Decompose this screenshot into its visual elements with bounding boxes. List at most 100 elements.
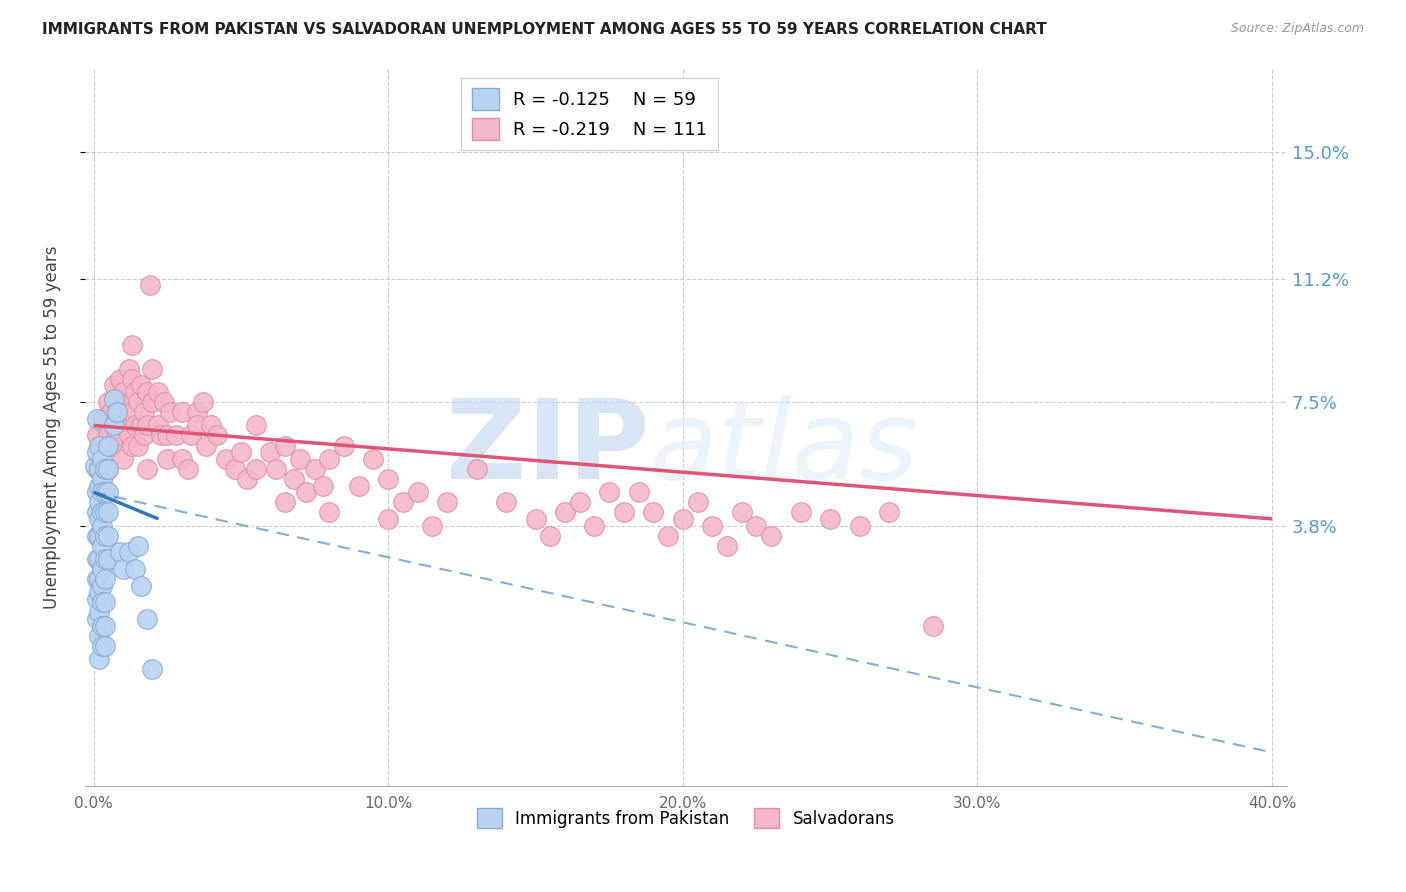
Point [118,361,141,376]
Point [86,505,108,519]
Point [135,462,157,476]
Point [259,445,281,459]
Point [170,451,193,466]
Point [554,505,576,519]
Point [180,428,202,442]
Point [129,579,152,593]
Point [103,378,125,392]
Point [436,495,458,509]
Point [118,428,141,442]
Point [264,462,287,476]
Point [121,405,143,419]
Point [103,418,125,433]
Point [89,552,111,566]
Point [91,579,114,593]
Point [124,385,146,400]
Point [207,428,229,442]
Point [627,485,650,500]
Point [598,485,620,500]
Point [377,472,399,486]
Point [148,418,170,433]
Point [156,451,179,466]
Point [141,395,163,409]
Point [129,378,152,392]
Point [86,462,108,476]
Point [91,505,114,519]
Point [89,652,111,666]
Point [538,528,561,542]
Point [191,395,214,409]
Point [91,539,114,553]
Point [138,278,160,293]
Point [294,485,316,500]
Point [103,392,125,406]
Point [132,405,155,419]
Point [127,395,149,409]
Point [304,462,326,476]
Point [141,361,163,376]
Point [89,629,111,643]
Point [745,518,768,533]
Point [159,405,181,419]
Point [108,372,131,386]
Point [135,418,157,433]
Point [86,612,108,626]
Point [86,485,108,500]
Point [686,495,709,509]
Point [91,518,114,533]
Point [100,405,122,419]
Point [94,552,117,566]
Point [103,418,125,433]
Point [112,562,135,576]
Point [94,639,117,653]
Point [100,438,122,452]
Point [89,438,111,452]
Point [89,451,111,466]
Point [177,462,200,476]
Point [91,472,114,486]
Point [922,618,945,632]
Point [124,418,146,433]
Point [135,385,157,400]
Point [108,405,131,419]
Point [141,662,163,676]
Point [91,639,114,653]
Point [583,518,606,533]
Point [129,418,152,433]
Legend: Immigrants from Pakistan, Salvadorans: Immigrants from Pakistan, Salvadorans [470,801,901,835]
Point [121,372,143,386]
Point [97,462,120,476]
Point [118,395,141,409]
Text: atlas: atlas [650,395,918,502]
Point [94,528,117,542]
Point [495,495,517,509]
Point [89,462,111,476]
Point [91,618,114,632]
Text: ZIP: ZIP [446,395,650,502]
Point [97,395,120,409]
Point [613,505,636,519]
Point [186,405,208,419]
Text: Source: ZipAtlas.com: Source: ZipAtlas.com [1230,22,1364,36]
Point [127,539,149,553]
Point [524,512,547,526]
Point [97,438,120,452]
Point [89,528,111,542]
Point [121,438,143,452]
Point [89,585,111,599]
Point [236,472,259,486]
Point [347,478,370,492]
Point [186,418,208,433]
Point [91,412,114,426]
Point [94,462,117,476]
Point [91,472,114,486]
Point [91,445,114,459]
Point [112,385,135,400]
Point [150,428,173,442]
Point [229,445,252,459]
Point [124,562,146,576]
Point [121,338,143,352]
Point [672,512,695,526]
Point [94,505,117,519]
Point [89,478,111,492]
